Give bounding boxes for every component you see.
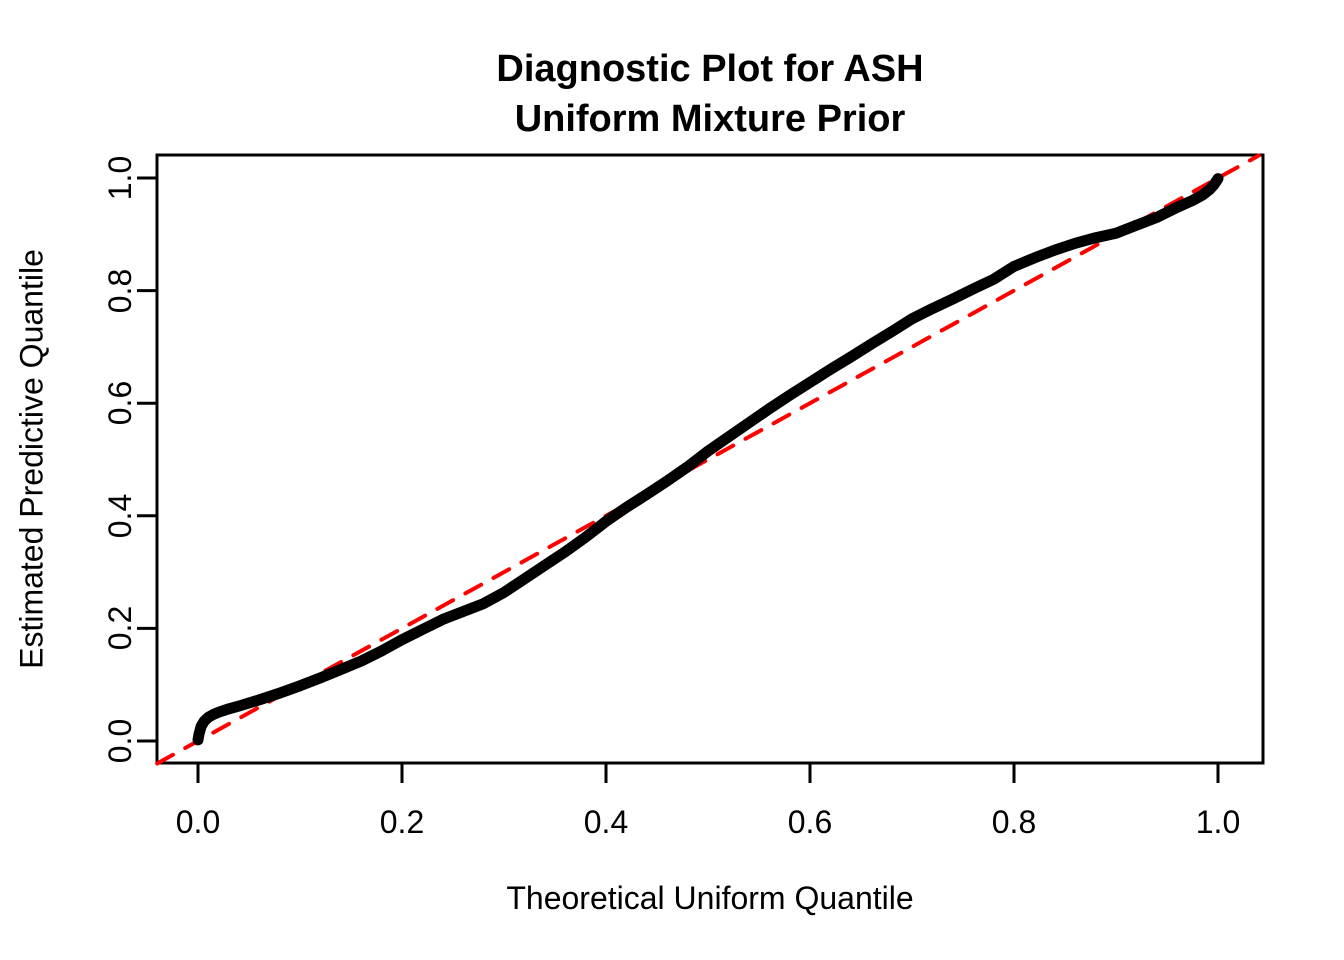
y-tick-label-text: 0.2 — [102, 606, 138, 651]
x-tick-label: 0.2 — [379, 804, 425, 840]
y-tick-label-text: 0.8 — [102, 268, 138, 313]
y-tick-label-text: 0.4 — [102, 493, 138, 539]
y-tick-label-text: 0.6 — [102, 380, 138, 426]
x-tick-label: 1.0 — [1195, 804, 1241, 840]
plot-title-line1: Diagnostic Plot for ASH — [496, 48, 924, 90]
x-tick-label: 0.0 — [175, 804, 221, 840]
y-axis-title-text: Estimated Predictive Quantile — [13, 249, 50, 669]
plot-box — [155, 153, 1265, 765]
estimated-vs-theoretical-quantiles — [192, 173, 1224, 746]
reference-identity-line — [155, 153, 1261, 766]
x-tick-label: 0.8 — [991, 804, 1037, 840]
x-tick-label: 0.4 — [583, 804, 629, 840]
plot-title: Diagnostic Plot for ASH Uniform Mixture … — [157, 44, 1263, 144]
x-tick-label: 0.6 — [787, 804, 833, 840]
plot-title-line2: Uniform Mixture Prior — [514, 98, 906, 140]
y-tick-label-text: 1.0 — [102, 155, 138, 201]
x-axis-title: Theoretical Uniform Quantile — [506, 880, 914, 916]
y-tick-label-text: 0.0 — [102, 718, 138, 764]
